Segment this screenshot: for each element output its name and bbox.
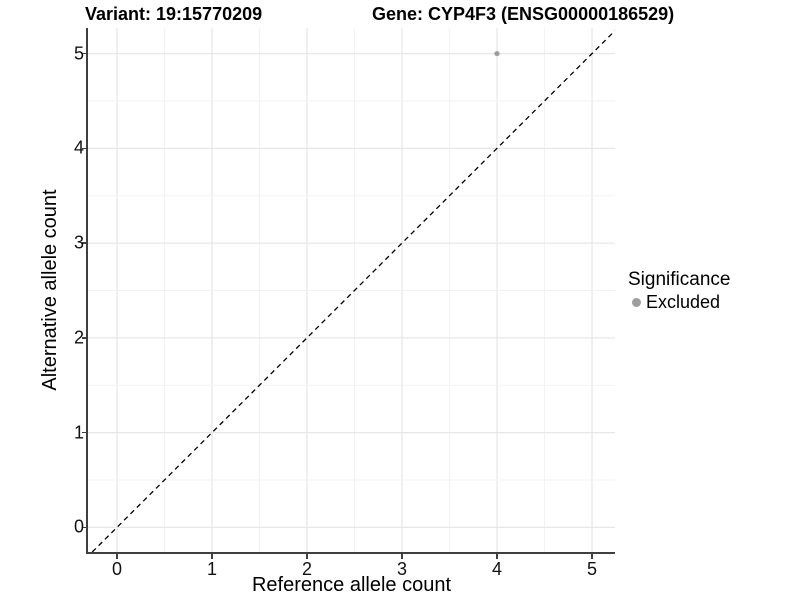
x-tick-mark bbox=[306, 554, 308, 559]
y-tick-label: 0 bbox=[73, 516, 84, 537]
x-tick-label: 4 bbox=[491, 559, 503, 579]
x-tick-label: 2 bbox=[301, 559, 312, 579]
y-axis-title: Alternative allele count bbox=[39, 189, 61, 391]
legend-entries: Excluded bbox=[628, 292, 730, 312]
plot-canvas bbox=[88, 28, 615, 552]
legend-title: Significance bbox=[628, 269, 731, 290]
y-tick-mark bbox=[81, 337, 86, 339]
y-tick-mark bbox=[81, 526, 86, 529]
variant-title: Variant: 19:15770209 bbox=[85, 4, 263, 24]
y-tick-mark bbox=[81, 431, 86, 434]
x-tick-mark bbox=[401, 554, 403, 559]
data-point bbox=[494, 50, 500, 57]
x-tick-label: 1 bbox=[206, 559, 217, 579]
legend: Significance Excluded bbox=[628, 269, 730, 312]
x-tick-label: 5 bbox=[586, 559, 598, 579]
legend-point-icon bbox=[628, 297, 644, 307]
x-axis-title: Reference allele count bbox=[251, 574, 451, 596]
x-tick-mark bbox=[496, 554, 498, 559]
x-tick-label: 0 bbox=[111, 559, 122, 579]
x-tick-mark bbox=[116, 554, 118, 559]
x-tick-mark bbox=[591, 554, 593, 559]
y-tick-mark bbox=[81, 147, 86, 150]
y-tick-label: 2 bbox=[73, 327, 84, 348]
y-tick-mark bbox=[81, 52, 86, 55]
y-tick-label: 5 bbox=[73, 42, 84, 63]
plot-panel bbox=[86, 28, 615, 554]
x-tick-mark bbox=[211, 554, 213, 559]
x-tick-label: 3 bbox=[396, 559, 407, 579]
legend-dot-icon bbox=[631, 297, 641, 307]
identity-dashed-line bbox=[91, 30, 615, 552]
y-tick-label: 3 bbox=[73, 232, 84, 253]
y-tick-label: 1 bbox=[73, 421, 84, 442]
legend-entry: Excluded bbox=[628, 292, 730, 312]
gene-title: Gene: CYP4F3 (ENSG00000186529) bbox=[372, 4, 675, 24]
y-tick-label: 4 bbox=[73, 137, 84, 158]
legend-entry-label: Excluded bbox=[646, 292, 721, 312]
y-tick-mark bbox=[81, 242, 86, 244]
